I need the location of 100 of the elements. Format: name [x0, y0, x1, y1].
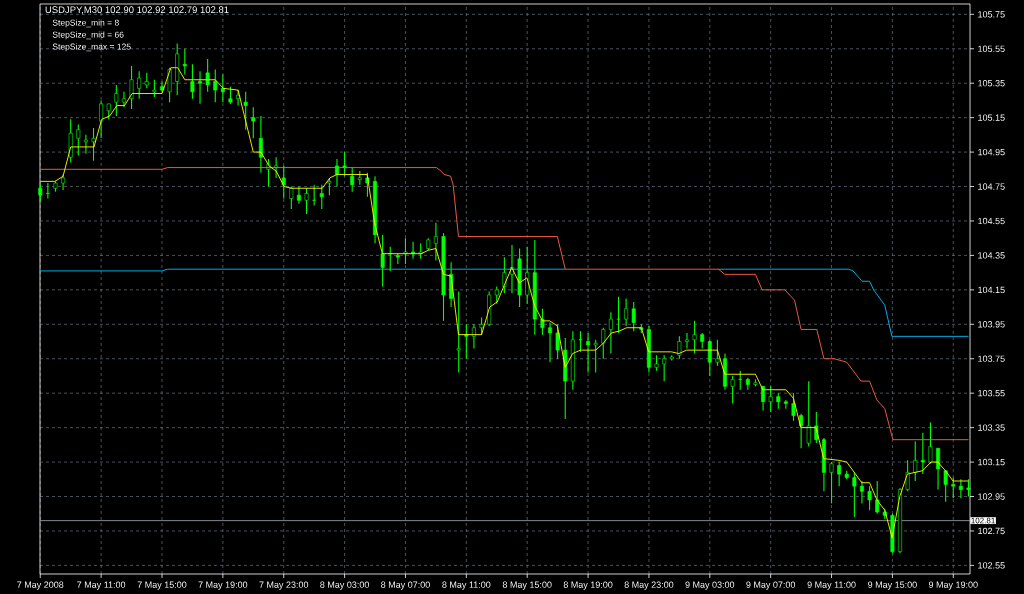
y-tick-label: 103.75 [978, 355, 1005, 362]
y-tick-label: 105.75 [978, 11, 1005, 18]
y-tick-label: 105.15 [978, 114, 1005, 121]
candlestick [685, 332, 689, 349]
candlestick [875, 480, 880, 515]
x-tick-label: 8 May 15:00 [502, 581, 552, 590]
y-tick-label: 104.35 [978, 252, 1005, 259]
candlestick [548, 322, 552, 363]
candlestick [312, 184, 317, 207]
y-tick-label: 103.15 [978, 458, 1005, 466]
candlestick [586, 332, 591, 374]
y-tick-label: 102.75 [978, 527, 1005, 535]
candlestick [943, 470, 948, 503]
candlestick [137, 70, 142, 100]
candlestick [198, 70, 203, 105]
candlestick [905, 459, 910, 492]
line-series [39, 67, 969, 539]
x-tick-label: 8 May 11:00 [442, 581, 491, 590]
candlestick [456, 291, 461, 374]
candlestick [190, 63, 195, 100]
candlestick [791, 392, 796, 422]
ref-line-label: 102.81 [971, 517, 995, 524]
candlestick [83, 134, 88, 155]
candlestick [380, 234, 385, 287]
candlestick [281, 165, 286, 200]
candlestick [829, 461, 834, 504]
candlestick [296, 185, 301, 205]
x-tick-label: 8 May 03:00 [320, 581, 369, 590]
x-tick-label: 9 May 15:00 [868, 581, 917, 590]
candlestick [920, 432, 925, 475]
candlestick [464, 323, 469, 360]
y-tick-label: 105.55 [978, 45, 1005, 52]
candlestick [205, 58, 210, 93]
candlestick [289, 185, 294, 210]
y-tick-label: 102.55 [978, 562, 1005, 569]
x-tick-label: 9 May 07:00 [746, 581, 796, 590]
candlestick [182, 48, 187, 76]
candlestick [928, 421, 933, 465]
y-tick-label: 103.35 [978, 424, 1005, 431]
candlestick [395, 253, 400, 265]
x-tick-label: 9 May 03:00 [685, 581, 735, 590]
annotation: StepSize_max = 125 [52, 43, 131, 52]
y-tick-label: 103.55 [978, 389, 1005, 397]
candlestick [616, 296, 621, 334]
candlestick [806, 380, 811, 448]
candlestick [403, 237, 408, 265]
candlestick [471, 323, 476, 349]
candlestick [783, 399, 788, 410]
annotation: StepSize_min = 8 [52, 19, 119, 28]
candlestick [601, 327, 606, 360]
x-tick-label: 9 May 19:00 [928, 581, 978, 590]
y-tick-label: 105.35 [978, 80, 1005, 87]
candlestick [958, 478, 963, 499]
candlestick [319, 184, 324, 210]
candlestick [936, 447, 941, 491]
x-tick-label: 7 May 11:00 [77, 581, 126, 590]
candlestick [38, 182, 43, 203]
candlestick [951, 477, 956, 499]
candlestick [768, 385, 773, 413]
candlestick [799, 413, 804, 449]
candlestick [99, 99, 104, 139]
y-tick-label: 103.95 [978, 321, 1005, 328]
y-tick-label: 104.55 [978, 217, 1005, 225]
candlestick [692, 320, 697, 355]
candlestick [258, 115, 263, 174]
chart-title: USDJPY,M30 102.90 102.92 102.79 102.81 [45, 6, 229, 15]
candlestick [342, 151, 347, 177]
candlestick [555, 323, 560, 360]
x-tick-label: 7 May 2008 [17, 581, 64, 590]
candlestick [608, 311, 613, 355]
candlestick [867, 485, 872, 511]
candlestick [114, 84, 119, 117]
candlestick [45, 182, 50, 200]
candlestick [631, 301, 636, 332]
candlestick [624, 297, 629, 327]
candlestick [121, 91, 126, 108]
candlestick [304, 187, 309, 215]
candlestick [167, 67, 172, 103]
x-tick-label: 8 May 23:00 [624, 581, 674, 590]
candlestick [251, 106, 256, 139]
candlestick [913, 440, 918, 482]
x-tick-label: 7 May 23:00 [259, 581, 309, 590]
x-tick-label: 9 May 11:00 [807, 581, 856, 590]
candlestick [433, 222, 438, 262]
candlestick [761, 385, 766, 411]
candlestick [860, 480, 864, 504]
candlestick [837, 461, 842, 487]
candlestick [350, 167, 355, 193]
x-tick-label: 7 May 15:00 [137, 581, 187, 590]
candlestick [213, 68, 218, 103]
candlestick [525, 246, 530, 305]
y-tick-label: 104.75 [978, 183, 1005, 190]
candlestick [662, 354, 667, 382]
y-tick-label: 104.95 [978, 148, 1005, 156]
candlestick [715, 339, 720, 367]
candlestick [243, 91, 248, 131]
candlestick [76, 123, 81, 157]
candlestick [852, 471, 857, 518]
candlestick [129, 65, 134, 110]
candlestick [707, 339, 712, 377]
